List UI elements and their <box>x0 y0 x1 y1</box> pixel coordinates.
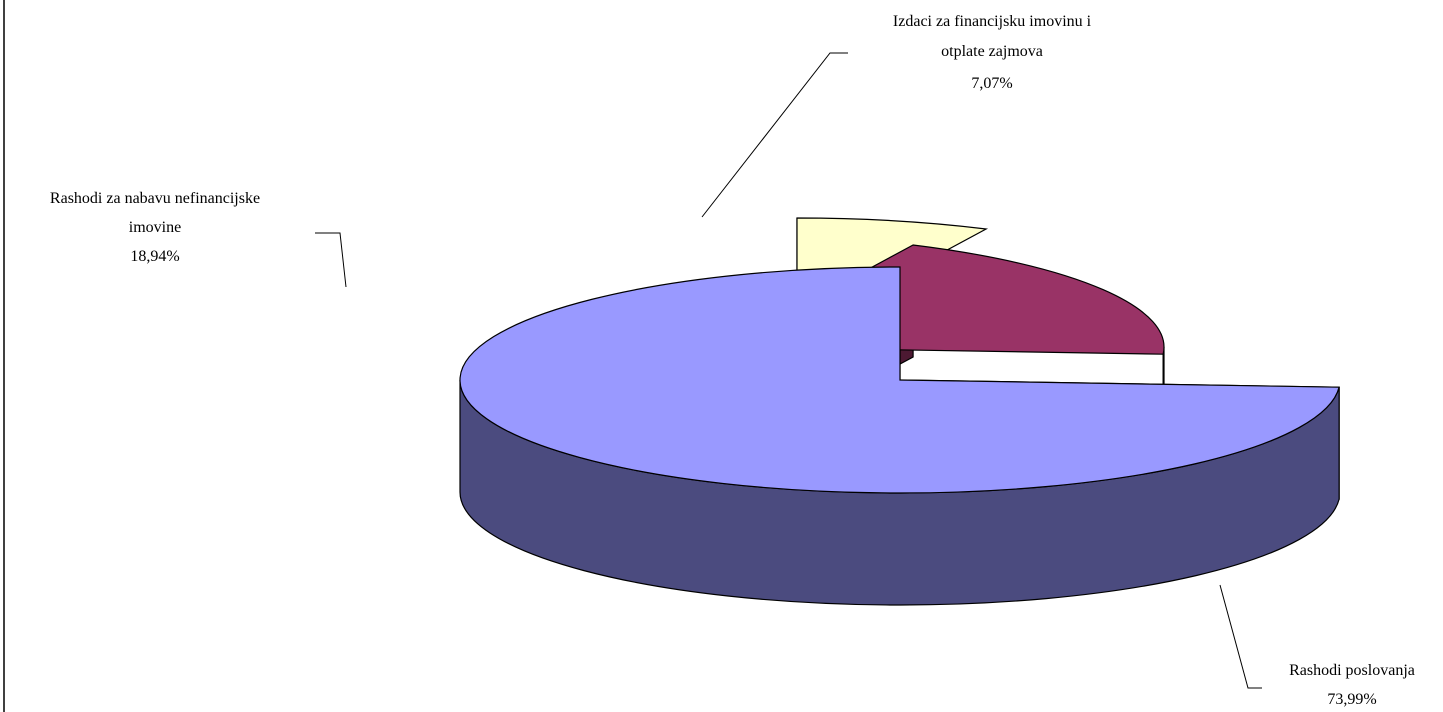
leader-line-rashodi-nabavu <box>315 232 347 288</box>
data-label-name-rashodi-nabavu-line1: Rashodi za nabavu nefinancijske <box>50 190 260 207</box>
data-label-name-rashodi-nabavu-line2: imovine <box>129 219 181 236</box>
data-label-value-rashodi-nabavu: 18,94% <box>130 248 179 265</box>
data-label-value-rashodi-poslovanja: 73,99% <box>1327 691 1376 708</box>
data-label-name-rashodi-poslovanja: Rashodi poslovanja <box>1289 662 1415 679</box>
leader-line-rashodi-poslovanja <box>1219 584 1262 689</box>
pie-slice-top-rashodi-poslovanja <box>459 266 1340 494</box>
data-label-name-izdaci-line2: otplate zajmova <box>941 43 1043 60</box>
data-label-value-izdaci: 7,07% <box>971 75 1012 92</box>
data-label-name-izdaci-line1: Izdaci za financijsku imovinu i <box>893 13 1092 30</box>
leader-line-izdaci <box>701 52 848 218</box>
